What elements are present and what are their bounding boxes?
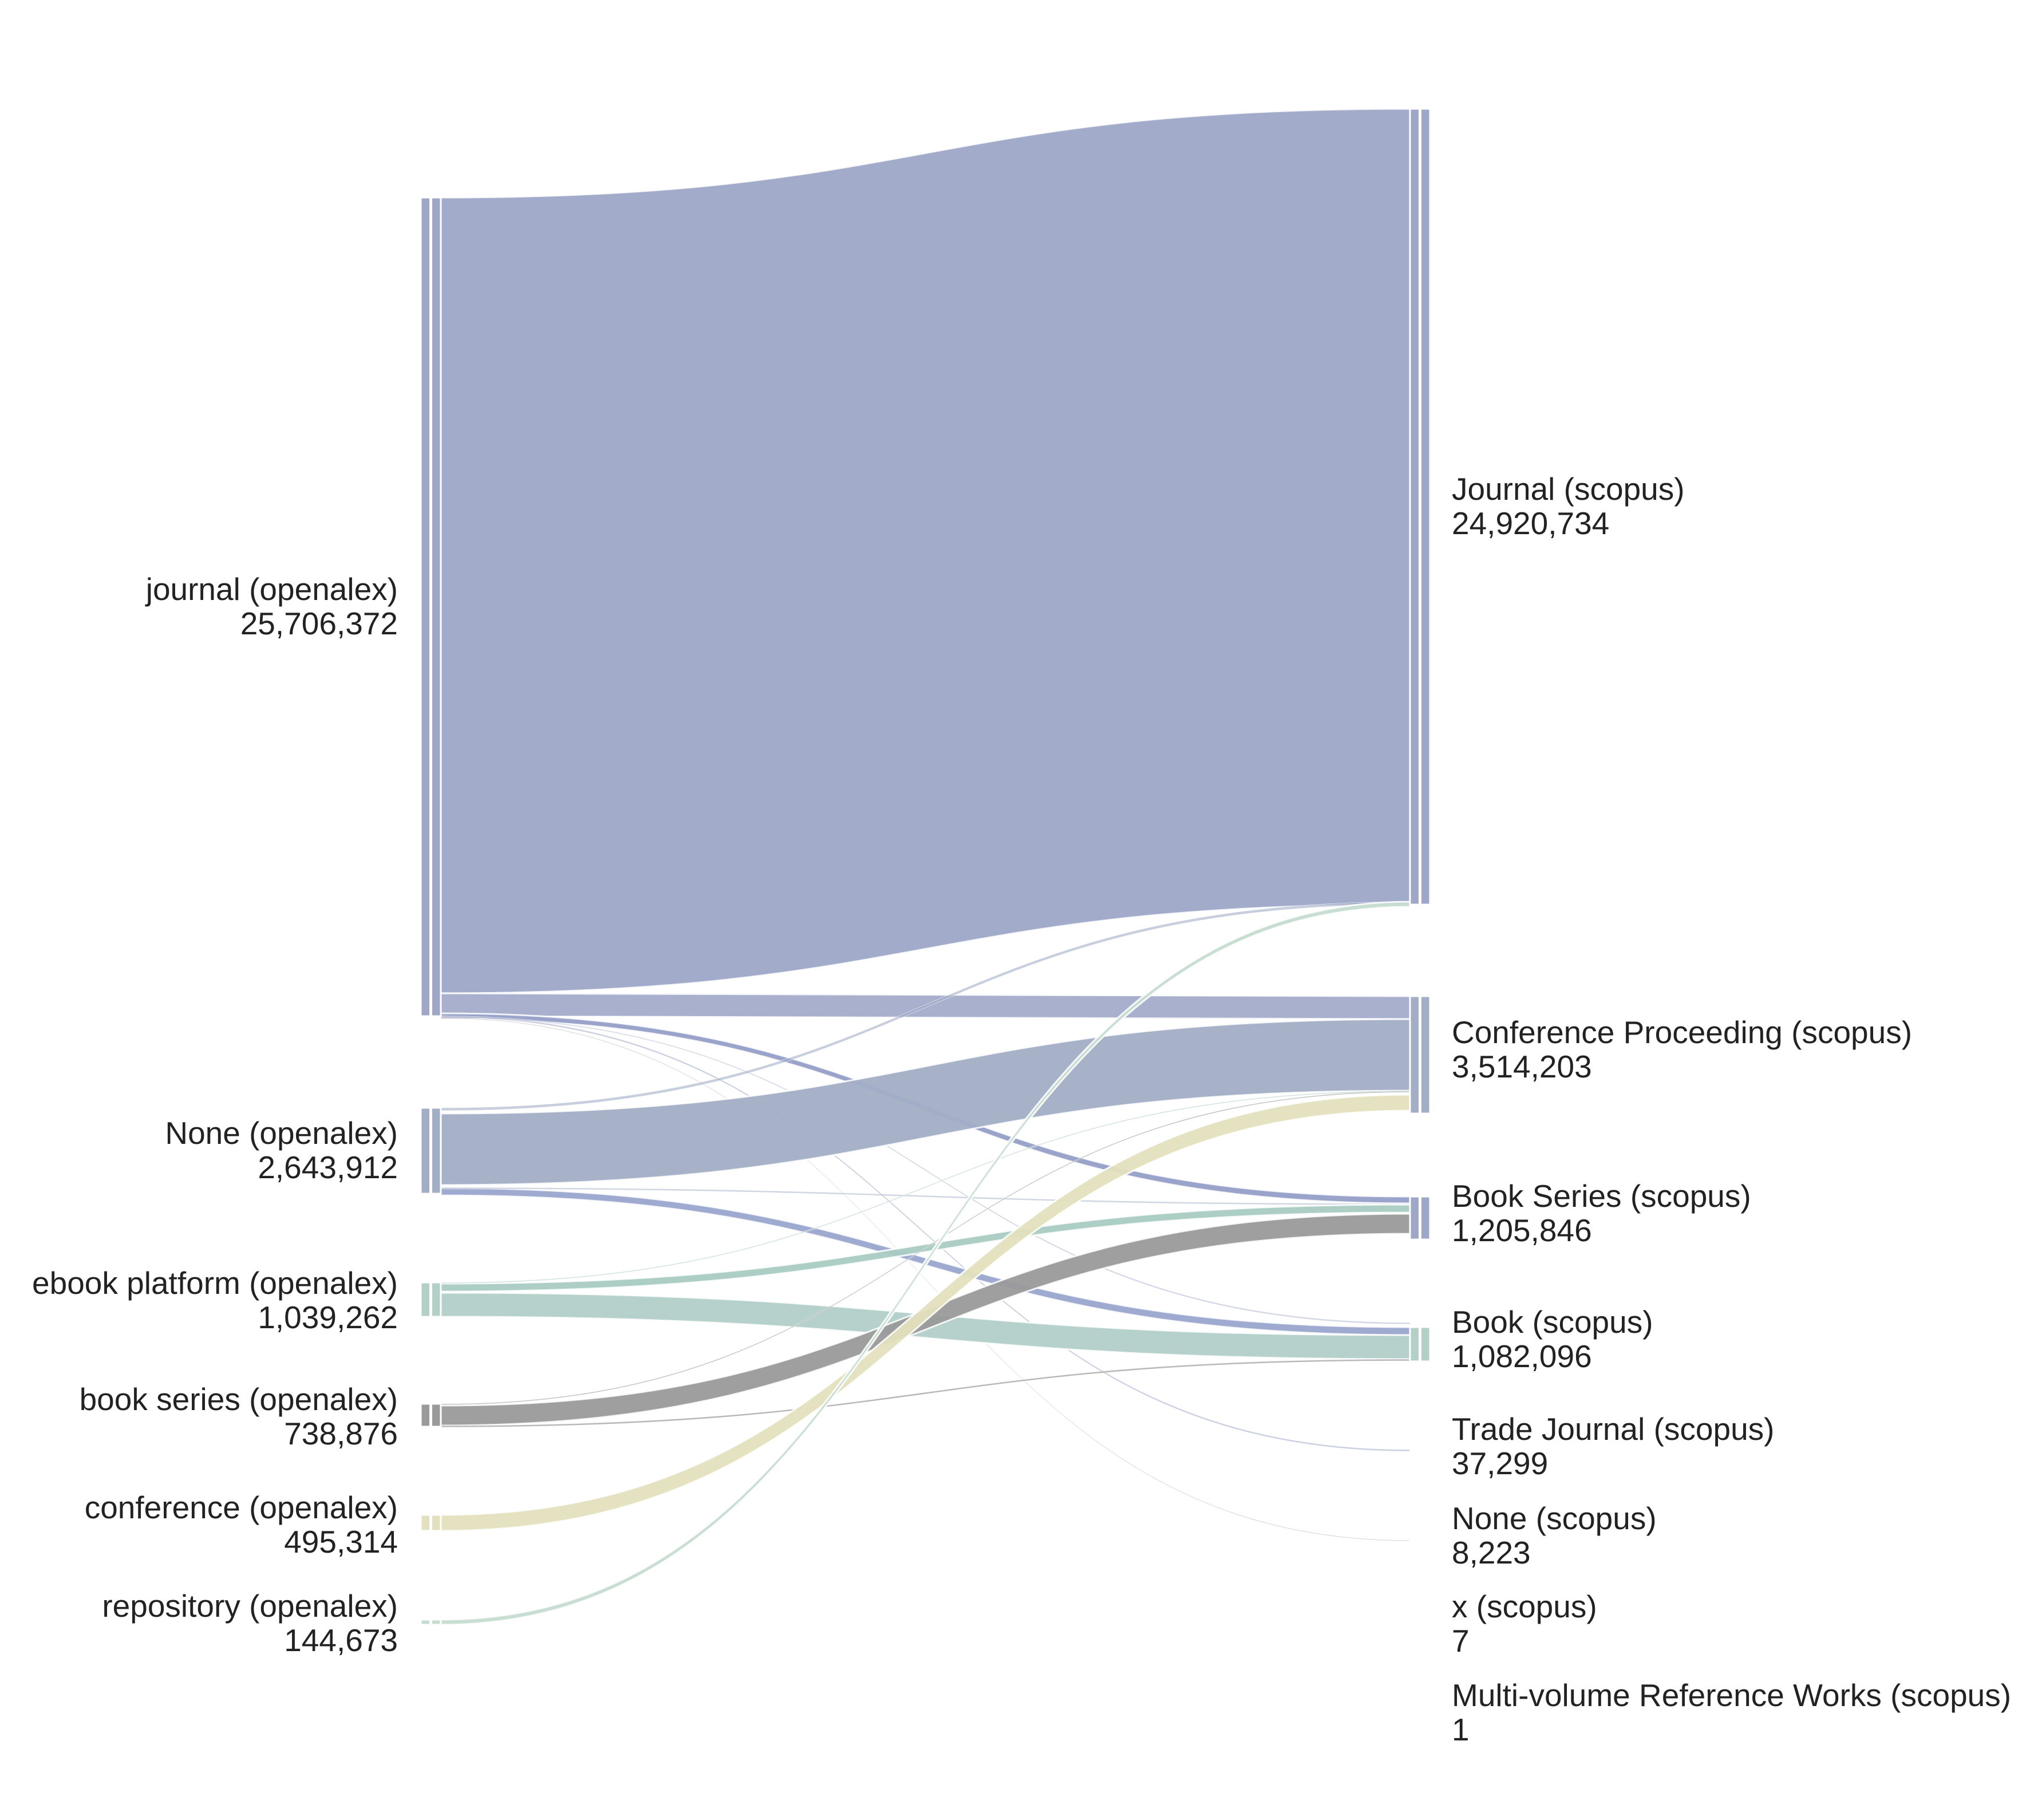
node-label-conference-openalex: conference (openalex)	[85, 1490, 398, 1525]
node-value-none-openalex: 2,643,912	[258, 1150, 398, 1185]
node-value-multi-volume-reference-works-scopus: 1	[1452, 1712, 1470, 1747]
node-value-book-scopus: 1,082,096	[1452, 1339, 1592, 1374]
node-value-x-scopus: 7	[1452, 1623, 1470, 1659]
node-label-none-scopus: None (scopus)	[1452, 1501, 1657, 1536]
node-value-journal-openalex: 25,706,372	[240, 606, 398, 641]
right-node-labels: Journal (scopus) 24,920,734 Conference P…	[1452, 471, 2011, 1747]
node-label-journal-openalex: journal (openalex)	[145, 571, 398, 607]
node-value-journal-scopus: 24,920,734	[1452, 506, 1609, 541]
flow-journal-to-journal_s	[440, 108, 1411, 994]
node-value-ebook-platform-openalex: 1,039,262	[258, 1300, 398, 1335]
node-label-book-series-openalex: book series (openalex)	[80, 1381, 398, 1417]
node-value-book-series-openalex: 738,876	[284, 1416, 398, 1451]
node-bars	[420, 108, 1431, 1626]
node-value-conference-proceeding-scopus: 3,514,203	[1452, 1049, 1592, 1084]
node-label-ebook-platform-openalex: ebook platform (openalex)	[32, 1265, 398, 1301]
flow-links	[440, 108, 1411, 1626]
node-value-trade-journal-scopus: 37,299	[1452, 1446, 1548, 1481]
node-label-book-series-scopus: Book Series (scopus)	[1452, 1178, 1751, 1214]
node-label-none-openalex: None (openalex)	[165, 1115, 398, 1151]
node-label-multi-volume-reference-works-scopus: Multi-volume Reference Works (scopus)	[1452, 1677, 2011, 1713]
node-value-conference-openalex: 495,314	[284, 1524, 398, 1560]
node-value-none-scopus: 8,223	[1452, 1535, 1531, 1570]
node-label-trade-journal-scopus: Trade Journal (scopus)	[1452, 1411, 1774, 1447]
node-value-repository-openalex: 144,673	[284, 1622, 398, 1658]
node-label-conference-proceeding-scopus: Conference Proceeding (scopus)	[1452, 1014, 1912, 1050]
node-value-book-series-scopus: 1,205,846	[1452, 1213, 1592, 1248]
left-node-labels: journal (openalex) 25,706,372 None (open…	[32, 571, 398, 1658]
flow-repository-to-journal_s	[440, 901, 1411, 1626]
node-label-journal-scopus: Journal (scopus)	[1452, 471, 1685, 507]
node-label-book-scopus: Book (scopus)	[1452, 1304, 1653, 1340]
node-label-repository-openalex: repository (openalex)	[102, 1588, 398, 1624]
node-label-x-scopus: x (scopus)	[1452, 1589, 1597, 1624]
